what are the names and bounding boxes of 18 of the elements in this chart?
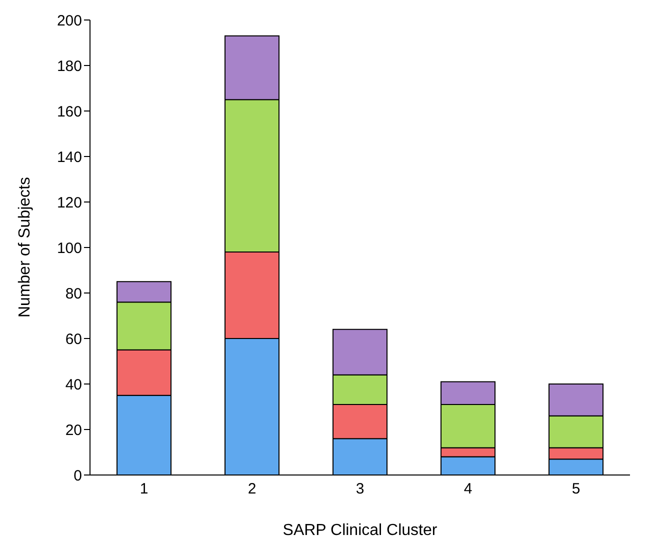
y-tick-label: 20 — [65, 422, 82, 439]
y-tick-label: 140 — [56, 148, 82, 166]
y-tick-label: 200 — [56, 12, 82, 30]
x-tick-label: 2 — [248, 480, 256, 498]
x-tick-label: 5 — [572, 480, 580, 498]
y-axis-title: Number of Subjects — [16, 176, 34, 318]
y-tick-label: 60 — [65, 330, 82, 348]
y-tick-label: 0 — [74, 467, 82, 484]
y-tick-label: 160 — [56, 103, 82, 120]
x-axis-title: SARP Clinical Cluster — [282, 522, 438, 539]
y-tick-label: 100 — [56, 240, 82, 257]
y-tick-label: 180 — [56, 58, 82, 75]
x-tick-label: 4 — [464, 480, 472, 498]
x-tick-label: 3 — [356, 480, 364, 498]
y-tick-label: 80 — [65, 285, 82, 302]
y-tick-label: 120 — [56, 194, 82, 212]
x-tick-label: 1 — [140, 480, 148, 498]
y-tick-label: 40 — [65, 376, 82, 394]
